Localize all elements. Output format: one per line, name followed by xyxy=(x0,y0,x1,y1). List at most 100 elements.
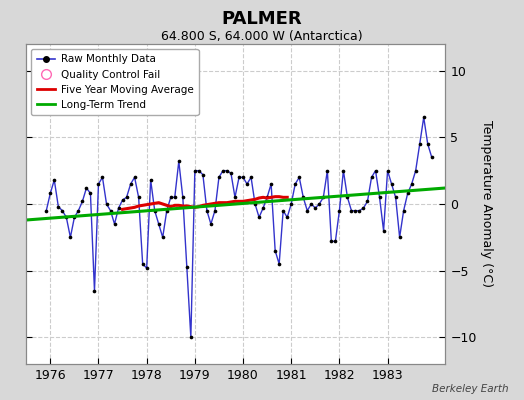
Point xyxy=(307,201,315,207)
Point xyxy=(247,174,255,180)
Text: 64.800 S, 64.000 W (Antarctica): 64.800 S, 64.000 W (Antarctica) xyxy=(161,30,363,43)
Point xyxy=(267,181,275,187)
Point xyxy=(227,170,235,176)
Point xyxy=(199,172,207,178)
Point xyxy=(143,265,151,271)
Point xyxy=(403,190,412,196)
Point xyxy=(351,208,359,214)
Point xyxy=(126,181,135,187)
Point xyxy=(408,181,416,187)
Point xyxy=(62,214,71,220)
Point xyxy=(162,208,171,214)
Point xyxy=(311,205,320,211)
Point xyxy=(323,168,332,174)
Point xyxy=(99,174,107,180)
Point xyxy=(411,168,420,174)
Point xyxy=(203,208,211,214)
Point xyxy=(174,158,183,164)
Point xyxy=(191,168,199,174)
Point xyxy=(239,174,247,180)
Point xyxy=(219,168,227,174)
Point xyxy=(396,234,404,240)
Point xyxy=(263,194,271,200)
Point xyxy=(82,185,91,191)
Point xyxy=(194,168,203,174)
Point xyxy=(299,194,308,200)
Point xyxy=(331,238,340,244)
Point xyxy=(399,208,408,214)
Point xyxy=(347,208,356,214)
Point xyxy=(138,261,147,267)
Point xyxy=(275,261,283,267)
Point xyxy=(375,194,384,200)
Text: Berkeley Earth: Berkeley Earth xyxy=(432,384,508,394)
Point xyxy=(179,194,187,200)
Point xyxy=(355,208,364,214)
Point xyxy=(387,181,396,187)
Point xyxy=(147,177,155,183)
Point xyxy=(130,174,139,180)
Point xyxy=(155,221,163,227)
Point xyxy=(423,141,432,147)
Point xyxy=(123,194,131,200)
Point xyxy=(327,238,335,244)
Point xyxy=(50,177,59,183)
Point xyxy=(94,181,103,187)
Point xyxy=(259,205,267,211)
Point xyxy=(287,201,296,207)
Point xyxy=(114,205,123,211)
Point xyxy=(391,194,400,200)
Point xyxy=(86,190,95,196)
Point xyxy=(343,194,352,200)
Point xyxy=(243,181,251,187)
Point xyxy=(416,141,424,147)
Point xyxy=(335,208,344,214)
Point xyxy=(251,201,259,207)
Point xyxy=(215,174,223,180)
Point xyxy=(255,214,263,220)
Point xyxy=(384,168,392,174)
Point xyxy=(118,197,127,203)
Legend: Raw Monthly Data, Quality Control Fail, Five Year Moving Average, Long-Term Tren: Raw Monthly Data, Quality Control Fail, … xyxy=(31,49,199,115)
Point xyxy=(291,181,299,187)
Point xyxy=(367,174,376,180)
Point xyxy=(78,198,86,204)
Point xyxy=(363,198,372,204)
Point xyxy=(150,208,159,214)
Point xyxy=(106,208,115,214)
Point xyxy=(70,214,79,220)
Point xyxy=(428,154,436,160)
Point xyxy=(339,168,347,174)
Point xyxy=(303,208,311,214)
Point xyxy=(315,201,323,207)
Point xyxy=(231,194,239,200)
Point xyxy=(182,264,191,270)
Point xyxy=(283,214,291,220)
Y-axis label: Temperature Anomaly (°C): Temperature Anomaly (°C) xyxy=(481,120,493,288)
Point xyxy=(187,334,195,340)
Point xyxy=(46,190,54,196)
Point xyxy=(223,168,231,174)
Point xyxy=(379,228,388,234)
Text: PALMER: PALMER xyxy=(222,10,302,28)
Point xyxy=(111,221,119,227)
Point xyxy=(271,248,279,254)
Point xyxy=(74,208,83,214)
Point xyxy=(135,194,143,200)
Point xyxy=(372,168,380,174)
Point xyxy=(102,201,111,207)
Point xyxy=(420,114,428,120)
Point xyxy=(42,208,50,214)
Point xyxy=(159,234,167,240)
Point xyxy=(90,288,99,294)
Point xyxy=(170,194,179,200)
Point xyxy=(211,208,219,214)
Point xyxy=(167,194,175,200)
Point xyxy=(235,174,243,180)
Point xyxy=(279,208,287,214)
Point xyxy=(206,221,215,227)
Point xyxy=(58,208,67,214)
Point xyxy=(319,194,328,200)
Point xyxy=(359,205,368,211)
Point xyxy=(54,204,62,210)
